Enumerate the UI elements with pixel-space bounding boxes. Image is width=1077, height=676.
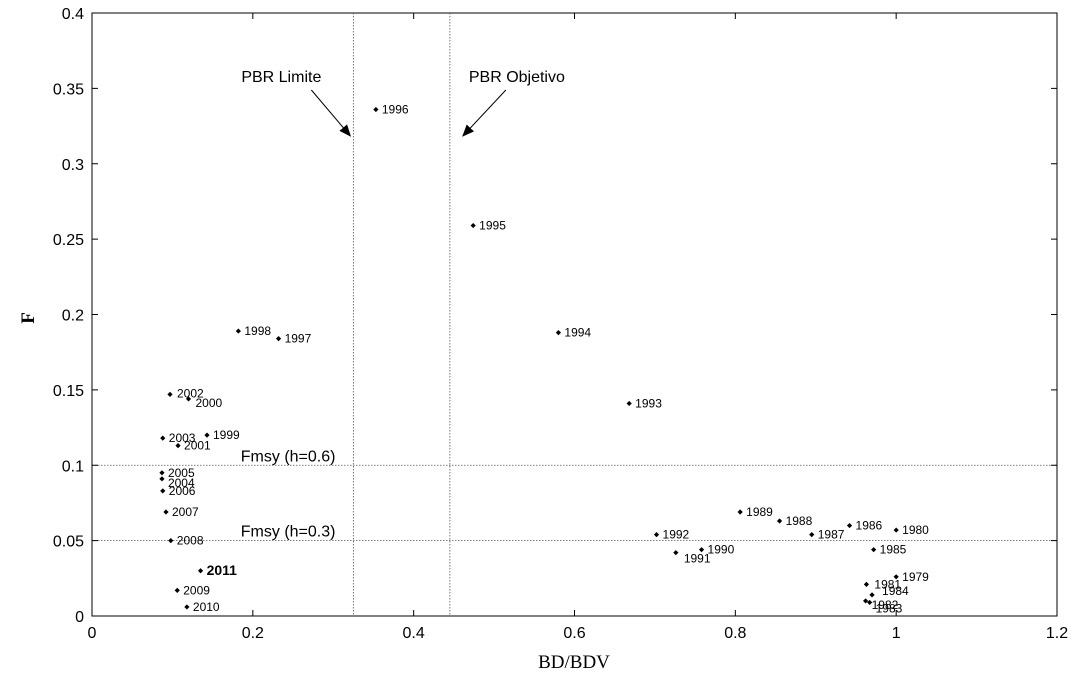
data-point-label: 2009 (183, 583, 210, 597)
data-point (204, 432, 210, 438)
data-point (174, 587, 180, 593)
data-point-label: 1988 (786, 514, 813, 528)
y-tick-label: 0.35 (53, 81, 84, 98)
axis-ticks: 0 0.2 0.4 0.6 0.8 1 1.2 0 0.05 0.1 0.15 0.2 0.25 0.3 0… (53, 6, 1068, 642)
data-point (863, 598, 869, 604)
data-point (863, 581, 870, 587)
x-tick-label: 0.4 (403, 625, 425, 642)
y-tick-label: 0.3 (62, 157, 84, 174)
data-point-label: 1987 (818, 528, 845, 542)
data-point (235, 328, 241, 334)
data-point (673, 550, 679, 556)
data-point-label: 1990 (708, 543, 735, 557)
data-point (698, 547, 705, 553)
data-point (197, 568, 204, 574)
data-point (175, 443, 181, 449)
x-tick-label: 0.2 (242, 625, 264, 642)
data-point-label: 1981 (874, 577, 901, 591)
plot-area (91, 12, 1058, 617)
data-point (159, 470, 165, 476)
data-point-label: 2000 (196, 396, 223, 410)
data-point-label: 2001 (184, 439, 211, 453)
data-point (373, 106, 379, 113)
data-point-label: 1982 (872, 598, 899, 612)
data-point (185, 396, 192, 402)
data-point (184, 604, 190, 610)
data-point-label: 2002 (177, 386, 204, 400)
data-point (846, 522, 853, 529)
data-point-label: 1998 (244, 324, 271, 338)
horizontal-reference-label: Fmsy (h=0.3) (241, 524, 336, 541)
data-point-label: 1989 (746, 505, 773, 519)
data-point (168, 538, 174, 544)
y-tick-label: 0.25 (53, 232, 84, 249)
data-point (867, 599, 873, 606)
data-point-label: 1993 (635, 396, 662, 410)
data-point-label: 1996 (382, 102, 409, 116)
y-tick-label: 0.1 (62, 458, 84, 475)
pbr-limite-label: PBR Limite (241, 69, 321, 86)
data-point-label: 1983 (876, 601, 903, 615)
data-point-label: 2007 (172, 505, 199, 519)
data-point (893, 574, 899, 580)
data-point (869, 592, 875, 598)
data-point (470, 222, 476, 229)
x-axis-label: BD/BDV (538, 652, 610, 673)
data-point-label: 1992 (663, 528, 690, 542)
data-point-label: 2005 (168, 466, 195, 480)
x-tick-label: 1 (892, 625, 901, 642)
data-point (555, 329, 562, 336)
data-point (159, 476, 165, 482)
data-point-label: 1979 (902, 570, 929, 584)
y-tick-label: 0.4 (62, 6, 84, 23)
y-tick-label: 0.05 (53, 534, 84, 551)
data-point-label: 1994 (564, 326, 591, 340)
data-point (167, 391, 173, 397)
data-point (776, 518, 783, 524)
x-tick-label: 0.6 (563, 625, 585, 642)
data-point-label: 1997 (285, 332, 312, 346)
y-tick-label: 0 (75, 609, 84, 626)
pbr-objetivo-arrow (462, 89, 507, 137)
data-point (163, 509, 169, 515)
data-point-label: 1984 (882, 584, 909, 598)
annotations: PBR Limite PBR Objetivo (241, 69, 565, 137)
x-tick-label: 1.2 (1046, 625, 1068, 642)
data-point (275, 336, 282, 342)
data-point-label: 1986 (856, 519, 883, 533)
data-point-label: 1985 (880, 543, 907, 557)
data-point-label: 1999 (213, 428, 240, 442)
reference-lines: Fmsy (h=0.6) Fmsy (h=0.3) (92, 13, 1057, 616)
data-point (871, 547, 877, 553)
y-axis-label: F (18, 312, 39, 324)
data-point (626, 400, 632, 407)
data-point (160, 488, 166, 494)
pbr-limite-arrow (310, 89, 352, 137)
y-tick-label: 0.15 (53, 383, 84, 400)
data-point-label: 2008 (177, 534, 204, 548)
data-point-label: 1991 (684, 552, 711, 566)
data-point (160, 435, 166, 441)
data-point (893, 527, 899, 533)
data-point-label: 1980 (902, 523, 929, 537)
y-tick-label: 0.2 (62, 308, 84, 325)
data-point-label: 2004 (168, 476, 195, 490)
x-tick-label: 0.8 (724, 625, 746, 642)
data-point-label: 2006 (169, 484, 196, 498)
data-point-label: 1995 (479, 219, 506, 233)
data-point-label: 2003 (169, 431, 196, 445)
horizontal-reference-label: Fmsy (h=0.6) (241, 448, 336, 465)
data-point (737, 509, 743, 515)
data-point (809, 531, 815, 538)
pbr-objetivo-label: PBR Objetivo (469, 69, 565, 86)
data-point-label: 2011 (207, 562, 238, 578)
x-tick-label: 0 (88, 625, 97, 642)
data-point (653, 531, 660, 538)
data-point-label: 2010 (193, 600, 220, 614)
